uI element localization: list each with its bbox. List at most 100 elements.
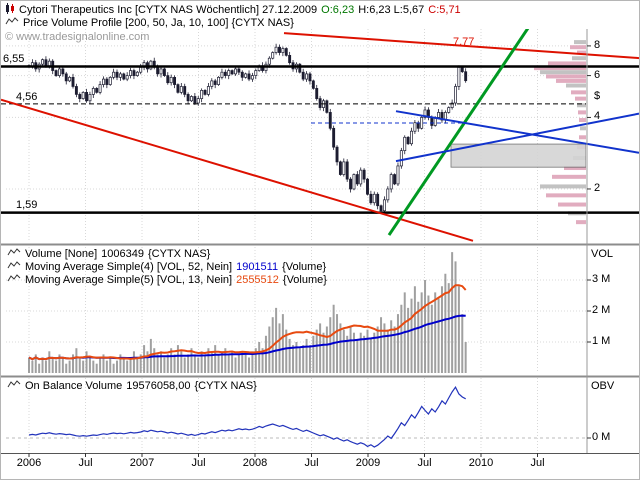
candle: [250, 75, 254, 80]
price-pane[interactable]: [6, 29, 586, 242]
candle: [318, 98, 322, 108]
price-axis-tick: 2: [594, 181, 601, 194]
indicator-legend-price: Price Volume Profile [200, 50, Ja, 10, 1…: [5, 17, 294, 29]
candle: [139, 66, 143, 73]
obv-curve: [28, 386, 466, 448]
candle: [112, 71, 116, 78]
candle: [169, 76, 173, 84]
time-axis-label: 2007: [129, 457, 155, 469]
candle: [118, 73, 122, 78]
obv-line-icon: [7, 380, 21, 392]
high-low-value: H:6,23 L:5,67: [358, 4, 425, 16]
candle: [213, 80, 217, 85]
candle: [190, 96, 193, 102]
trendline[interactable]: [387, 1, 547, 236]
open-value: O:6,23: [321, 4, 355, 16]
candle: [315, 88, 319, 99]
candle: [244, 73, 248, 78]
trendline[interactable]: [1, 98, 474, 242]
candle: [196, 98, 200, 104]
mid-level-price-label: 4,56: [16, 91, 38, 103]
legend-volume: Volume [None] 1006349 {CYTX NAS}: [7, 248, 210, 260]
candle: [115, 71, 119, 78]
trendline[interactable]: [395, 110, 639, 154]
candle: [369, 193, 373, 204]
volume-profile-bar: [556, 78, 586, 83]
close-value: C:5,71: [428, 4, 461, 16]
obv-axis-tick: 0 M: [592, 431, 611, 443]
volume-profile-bar: [546, 74, 586, 79]
candle: [81, 92, 85, 99]
candle: [308, 73, 312, 82]
ma52-line-icon: [7, 261, 21, 273]
candle: [389, 174, 393, 190]
volume-profile-bar: [558, 202, 586, 207]
volume-profile-bar: [572, 56, 586, 61]
candle: [278, 46, 281, 53]
candle: [44, 59, 48, 67]
ma13-line: [28, 284, 467, 361]
trendline[interactable]: [283, 32, 639, 60]
candle: [359, 169, 363, 185]
candle: [135, 71, 139, 76]
candle: [416, 122, 420, 129]
candle: [254, 70, 258, 76]
candle: [61, 68, 65, 75]
chart-header: Cytori Therapeutics Inc [CYTX NAS Wöchen…: [5, 3, 461, 17]
candle: [420, 117, 424, 129]
candle: [247, 73, 251, 80]
volume-pane[interactable]: [6, 247, 586, 373]
candle: [379, 205, 383, 212]
candle: [68, 76, 72, 82]
volume-profile-bar: [540, 70, 586, 75]
volume-axis-tick: 3 M: [592, 273, 611, 285]
candle: [129, 70, 132, 76]
volume-profile-bar: [540, 184, 586, 189]
candle: [240, 71, 244, 78]
candle: [179, 86, 183, 93]
candle: [88, 94, 92, 102]
candle: [447, 107, 451, 113]
candle: [176, 84, 180, 93]
volume-profile-bar: [577, 103, 586, 108]
volume-axis-tick: 2 M: [592, 304, 611, 316]
candle: [376, 193, 380, 207]
candle: [156, 66, 160, 75]
candle: [47, 60, 51, 67]
candle: [200, 90, 204, 99]
candle: [406, 136, 410, 145]
candle: [460, 66, 464, 73]
candle: [210, 80, 214, 87]
candle: [193, 96, 197, 104]
candle: [386, 188, 390, 201]
indicator-label: Price Volume Profile [200, 50, Ja, 10, 1…: [23, 17, 294, 29]
ma13-legend-value: 2555512: [236, 274, 279, 286]
obv-pane[interactable]: [6, 378, 586, 451]
candle: [325, 100, 329, 113]
candle: [349, 178, 353, 190]
trendline[interactable]: [395, 112, 639, 163]
ma13-legend-label: Moving Average Simple(5) [VOL, 13, Nein]: [25, 274, 233, 286]
volume-line-icon: [7, 248, 21, 260]
candle: [437, 112, 441, 118]
time-axis-label: Jul: [417, 457, 432, 469]
volume-profile-bar: [571, 90, 586, 95]
candle: [399, 150, 403, 167]
candle: [284, 48, 288, 56]
candle: [396, 165, 400, 185]
candle: [85, 92, 88, 102]
candle: [217, 76, 221, 85]
legend-obv: On Balance Volume 19576058,00 {CYTX NAS}: [7, 380, 257, 392]
symbol-title: Cytori Therapeutics Inc [CYTX NAS Wöchen…: [19, 4, 318, 16]
volume-legend-value: 1006349: [101, 248, 144, 260]
time-axis-label: 2008: [242, 457, 268, 469]
price-pane-overlays: [1, 1, 639, 242]
price-axis-unit: $: [594, 90, 601, 102]
obv-legend-value: 19576058,00: [126, 380, 191, 392]
candle: [203, 90, 207, 95]
volume-profile-bar: [564, 166, 586, 171]
time-axis-label: Jul: [191, 457, 206, 469]
ma13-legend-scope: {Volume}: [282, 274, 327, 286]
candle: [464, 71, 468, 82]
